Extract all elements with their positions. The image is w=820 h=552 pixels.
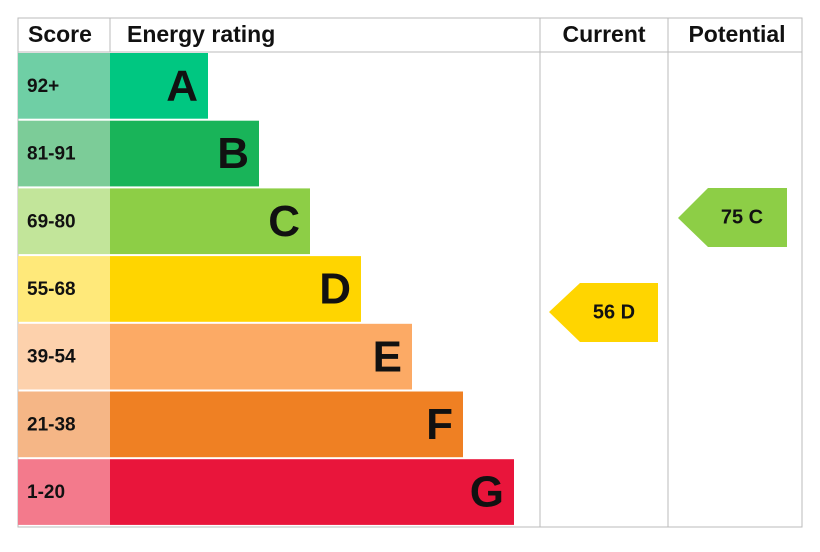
band-letter: G [470,468,504,517]
score-range: 81-91 [27,144,76,165]
header-current: Current [562,21,645,47]
score-range: 1-20 [27,482,65,503]
band-bar [110,53,208,119]
score-range: 55-68 [27,279,76,300]
score-cell [18,256,110,322]
score-range: 21-38 [27,414,76,435]
band-letter: F [426,400,453,449]
band-letter: E [373,332,402,381]
band-bar [110,323,412,390]
score-cell [18,120,110,187]
band-bar [110,459,514,525]
potential-label: 75 C [721,206,763,228]
header-potential: Potential [688,21,785,47]
score-range: 39-54 [27,347,76,368]
band-bar [110,256,361,322]
band-letter: B [217,129,249,178]
score-cell [18,53,110,119]
band-letter: A [166,61,198,110]
band-bar [110,188,310,255]
band-letter: D [319,265,351,314]
score-range: 69-80 [27,211,76,232]
band-bar [110,120,259,187]
header-score: Score [28,21,92,47]
score-cell [18,188,110,255]
score-cell [18,323,110,390]
bands: 92+ A 81-91 B 69-80 C 55-68 D 39-54 E 21-38 F 1-20 G [18,53,514,525]
header-energy-rating: Energy rating [127,21,275,47]
band-letter: C [268,197,300,246]
current-label: 56 D [593,301,635,323]
score-cell [18,459,110,525]
score-range: 92+ [27,76,59,97]
band-bar [110,391,463,458]
current-arrow [549,283,658,342]
potential-arrow [678,188,787,247]
score-cell [18,391,110,458]
